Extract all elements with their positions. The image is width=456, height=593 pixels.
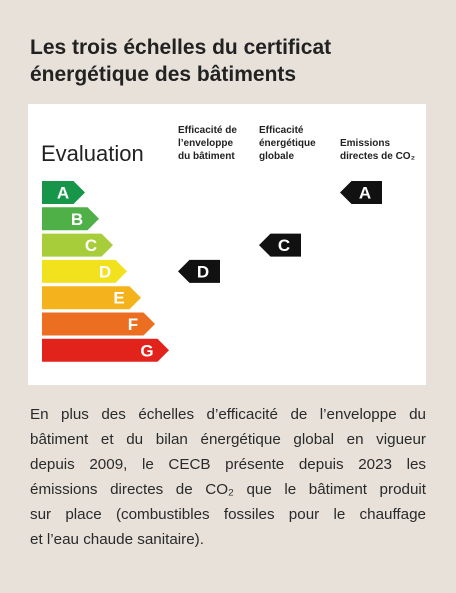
class-label: A [57,184,69,203]
paragraph-line: émissions directes de CO₂ que le bâtimen… [30,481,426,498]
paragraph-line: bâtiment et du bilan énergétique global … [30,431,426,448]
heading: Evaluation [41,141,144,166]
rating-label: C [278,236,290,255]
column-header: Efficacité [259,125,304,136]
paragraph: En plus des échelles d’efficacité de l’e… [30,402,426,552]
rating-label: D [197,262,209,281]
paragraph-line: En plus des échelles d’efficacité de l’e… [30,406,426,423]
paragraph-line: depuis 2009, le CECB présente depuis 202… [30,456,426,473]
class-label: G [140,341,153,360]
class-label: B [71,210,83,229]
rating-marker [340,181,382,204]
class-label: C [85,236,97,255]
paragraph-line: et l’eau chaude sanitaire). [30,531,204,548]
class-arrow [42,259,127,283]
class-arrow [42,233,113,257]
rating-label: A [359,184,371,203]
class-arrow [42,207,99,231]
paragraph-line: sur place (combustibles fossiles pour le… [30,506,426,523]
column-header: globale [259,151,294,162]
rating-marker [178,259,220,283]
column-header: Emissions [340,138,390,149]
title-line: énergétique des bâtiments [30,63,297,86]
class-arrow [42,286,141,310]
class-label: F [128,315,138,334]
class-arrow [42,338,169,362]
rating-marker [259,233,301,257]
class-label: E [113,289,124,308]
column-header: énergétique [259,138,316,149]
class-arrow [42,181,85,204]
column-header: Efficacité de [178,125,237,136]
title: Les trois échelles du certificat énergéti… [30,34,331,88]
class-arrow [42,312,155,336]
title-line: Les trois échelles du certificat [30,36,332,59]
class-label: D [99,262,111,281]
column-header: du bâtiment [178,151,235,162]
column-header: directes de CO₂ [340,151,415,162]
column-header: l’enveloppe [178,138,233,149]
